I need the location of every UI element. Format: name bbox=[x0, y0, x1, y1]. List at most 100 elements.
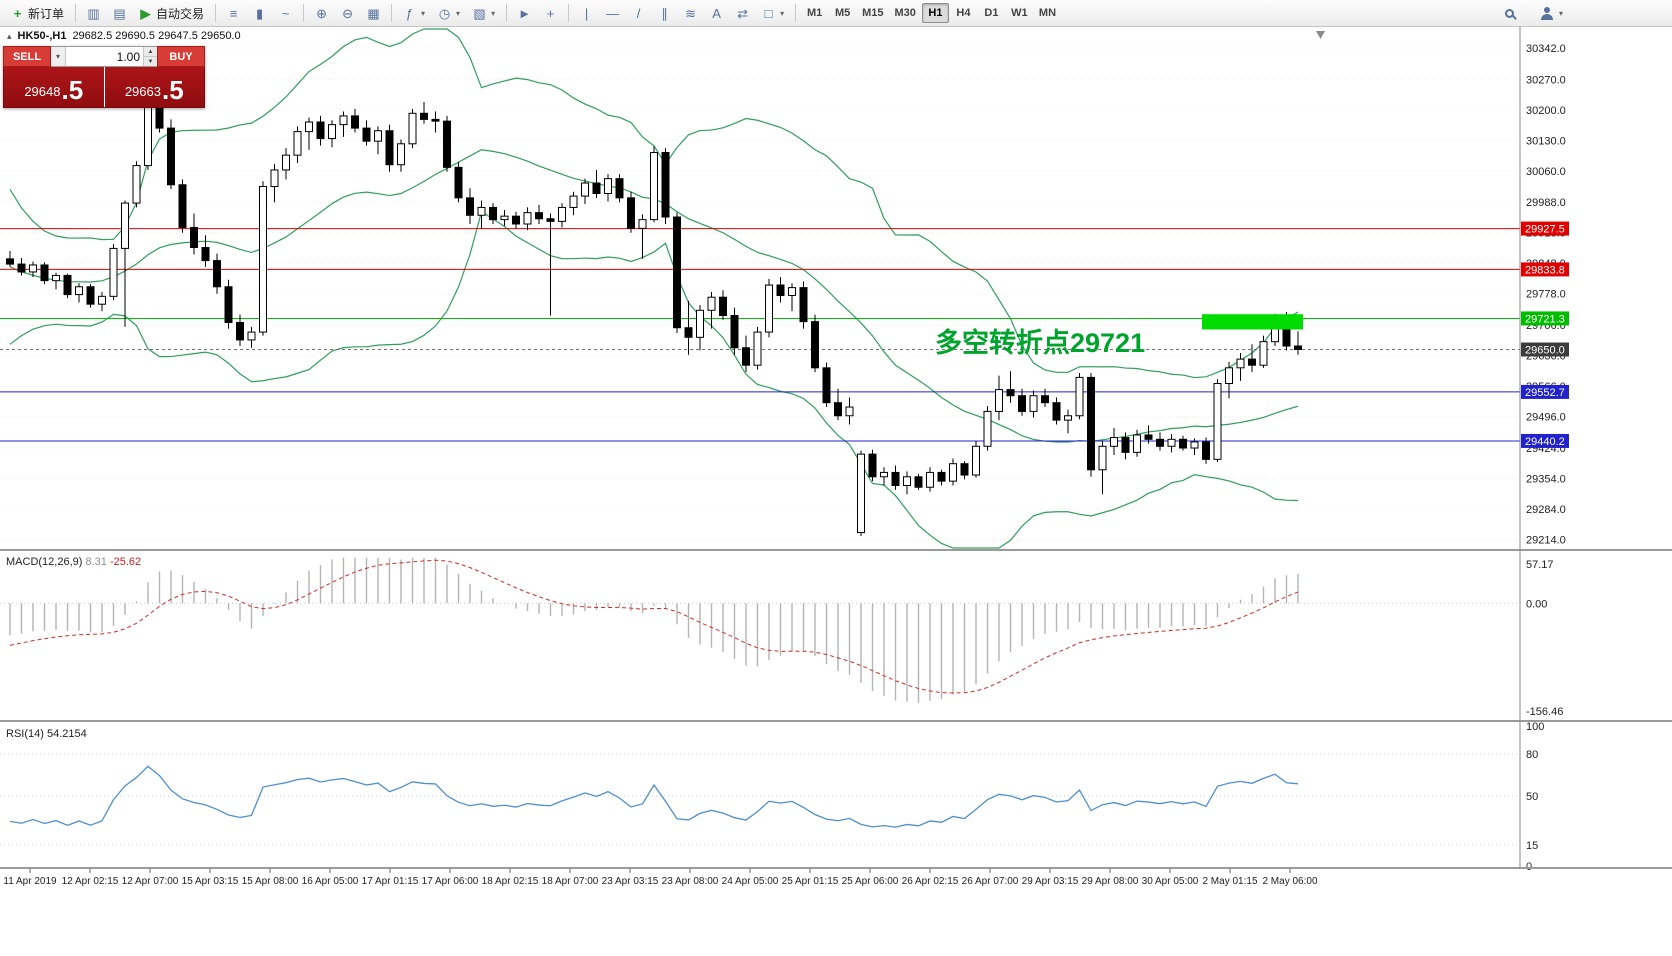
timeframe-group: M1 M5 M15 M30 H1 H4 D1 W1 MN bbox=[801, 3, 1061, 23]
cursor-icon[interactable]: ► bbox=[512, 2, 537, 24]
candle bbox=[753, 331, 762, 366]
time-axis-label[interactable]: 2 May 01:15 bbox=[1202, 876, 1257, 887]
sell-price[interactable]: 29648 .5 bbox=[4, 67, 104, 107]
charts-icon[interactable]: ▥ bbox=[81, 2, 106, 24]
shapes-icon[interactable]: □ ▾ bbox=[756, 2, 790, 24]
time-axis-label[interactable]: 26 Apr 07:00 bbox=[962, 876, 1019, 887]
candle bbox=[788, 287, 796, 296]
grid-icon: ▦ bbox=[367, 5, 380, 21]
candle bbox=[546, 218, 555, 222]
svg-text:29650.0: 29650.0 bbox=[1525, 345, 1565, 357]
grid-icon[interactable]: ▦ bbox=[361, 2, 386, 24]
time-axis-label[interactable]: 12 Apr 02:15 bbox=[62, 876, 119, 887]
candle bbox=[167, 127, 175, 186]
zoom-in-icon[interactable]: ⊕ bbox=[309, 2, 334, 24]
time-axis-label[interactable]: 25 Apr 06:00 bbox=[842, 876, 899, 887]
templates-icon[interactable]: ▧ ▾ bbox=[467, 2, 501, 24]
channel-icon[interactable]: ∥ bbox=[652, 2, 677, 24]
time-axis-label[interactable]: 18 Apr 07:00 bbox=[542, 876, 599, 887]
time-axis-label[interactable]: 12 Apr 07:00 bbox=[122, 876, 179, 887]
sell-button[interactable]: SELL bbox=[3, 46, 51, 67]
toolbar-separator bbox=[303, 4, 305, 22]
timeframe-m5[interactable]: M5 bbox=[829, 3, 856, 23]
candle bbox=[190, 226, 198, 249]
timeframe-d1[interactable]: D1 bbox=[978, 3, 1005, 23]
time-axis-label[interactable]: 23 Apr 03:15 bbox=[602, 876, 659, 887]
candle bbox=[592, 182, 601, 194]
candle bbox=[742, 347, 750, 366]
time-axis-label[interactable]: 2 May 06:00 bbox=[1262, 876, 1317, 887]
autotrading-button[interactable]: ▶ 自动交易 bbox=[133, 2, 210, 24]
candle bbox=[443, 120, 451, 168]
rsi-axis-label: 50 bbox=[1526, 791, 1538, 803]
time-axis-label[interactable]: 17 Apr 06:00 bbox=[422, 876, 479, 887]
channel-icon: ∥ bbox=[661, 5, 668, 21]
price-axis-label: 30130.0 bbox=[1526, 135, 1566, 147]
search-button[interactable] bbox=[1499, 2, 1520, 24]
timeframe-m1[interactable]: M1 bbox=[801, 3, 828, 23]
time-axis-label[interactable]: 18 Apr 02:15 bbox=[482, 876, 539, 887]
timeframe-m30[interactable]: M30 bbox=[890, 3, 921, 23]
time-axis-label[interactable]: 15 Apr 03:15 bbox=[182, 876, 239, 887]
time-axis-label[interactable]: 11 Apr 2019 bbox=[3, 876, 57, 887]
account-button[interactable]: ▾ bbox=[1534, 2, 1569, 24]
candle bbox=[1225, 367, 1233, 385]
horizontal-line-icon: — bbox=[606, 5, 620, 21]
trendline-icon[interactable]: / bbox=[626, 2, 651, 24]
timeframe-h4[interactable]: H4 bbox=[950, 3, 977, 23]
time-axis-label[interactable]: 24 Apr 05:00 bbox=[722, 876, 779, 887]
time-axis-label[interactable]: 17 Apr 01:15 bbox=[362, 876, 419, 887]
crosshair-icon[interactable]: + bbox=[538, 2, 563, 24]
text-icon[interactable]: A bbox=[704, 2, 729, 24]
volume-input[interactable] bbox=[66, 47, 143, 66]
new-order-button[interactable]: + 新订单 bbox=[5, 2, 70, 24]
time-axis-label[interactable]: 25 Apr 01:15 bbox=[782, 876, 839, 887]
toolbar-separator bbox=[391, 4, 393, 22]
indicators-icon[interactable]: ƒ ▾ bbox=[397, 2, 431, 24]
vertical-line-icon[interactable]: | bbox=[574, 2, 599, 24]
chart-annotation[interactable]: 多空转折点29721 bbox=[935, 327, 1145, 358]
profiles-icon[interactable]: ▤ bbox=[107, 2, 132, 24]
zoom-in-icon: ⊕ bbox=[316, 5, 327, 21]
cursor-icon: ► bbox=[518, 5, 532, 21]
candlestick-chart-icon[interactable]: ▮ bbox=[247, 2, 272, 24]
timeframe-w1[interactable]: W1 bbox=[1006, 3, 1033, 23]
time-axis-label[interactable]: 29 Apr 03:15 bbox=[1022, 876, 1079, 887]
time-axis-label[interactable]: 26 Apr 02:15 bbox=[902, 876, 959, 887]
zoom-out-icon[interactable]: ⊖ bbox=[335, 2, 360, 24]
time-axis-label[interactable]: 23 Apr 08:00 bbox=[662, 876, 719, 887]
one-click-toggle-icon[interactable]: ▴ bbox=[7, 30, 12, 41]
time-axis-label[interactable]: 30 Apr 05:00 bbox=[1142, 876, 1199, 887]
timeframe-h1[interactable]: H1 bbox=[921, 3, 949, 23]
buy-button[interactable]: BUY bbox=[157, 46, 205, 67]
price-tag bbox=[1521, 262, 1569, 277]
candle bbox=[1006, 389, 1015, 397]
volume-dropdown[interactable]: ▾ bbox=[51, 47, 66, 66]
candle bbox=[719, 296, 727, 317]
volume-up-button[interactable]: ▲ bbox=[144, 47, 157, 57]
candle bbox=[799, 287, 808, 323]
macd-label: MACD(12,26,9) 8.31 -25.62 bbox=[6, 556, 141, 568]
timeframe-m15[interactable]: M15 bbox=[857, 3, 888, 23]
fibonacci-icon[interactable]: ≋ bbox=[678, 2, 703, 24]
bar-chart-icon[interactable]: ≡ bbox=[221, 2, 246, 24]
arrows-icon[interactable]: ⇄ bbox=[730, 2, 755, 24]
periods-icon[interactable]: ◷ ▾ bbox=[432, 2, 466, 24]
time-axis-label[interactable]: 16 Apr 05:00 bbox=[302, 876, 359, 887]
time-axis-label[interactable]: 29 Apr 08:00 bbox=[1082, 876, 1139, 887]
line-chart-icon[interactable]: ~ bbox=[273, 2, 298, 24]
candle bbox=[673, 216, 681, 329]
svg-text:29927.5: 29927.5 bbox=[1525, 224, 1565, 236]
time-axis-label[interactable]: 15 Apr 08:00 bbox=[242, 876, 299, 887]
volume-down-button[interactable]: ▼ bbox=[144, 57, 157, 66]
chart-canvas[interactable]: 多空转折点29721 MACD(12,26,9) 8.31 -25.62 RSI(1… bbox=[0, 27, 1672, 951]
candle bbox=[512, 215, 520, 225]
horizontal-line-icon[interactable]: — bbox=[600, 2, 625, 24]
highlight-rectangle[interactable] bbox=[1202, 314, 1303, 330]
buy-price[interactable]: 29663 .5 bbox=[104, 67, 204, 107]
candle bbox=[224, 286, 233, 323]
timeframe-mn[interactable]: MN bbox=[1034, 3, 1061, 23]
new-order-icon: + bbox=[13, 5, 22, 21]
candle bbox=[891, 471, 900, 486]
candle bbox=[259, 186, 267, 333]
